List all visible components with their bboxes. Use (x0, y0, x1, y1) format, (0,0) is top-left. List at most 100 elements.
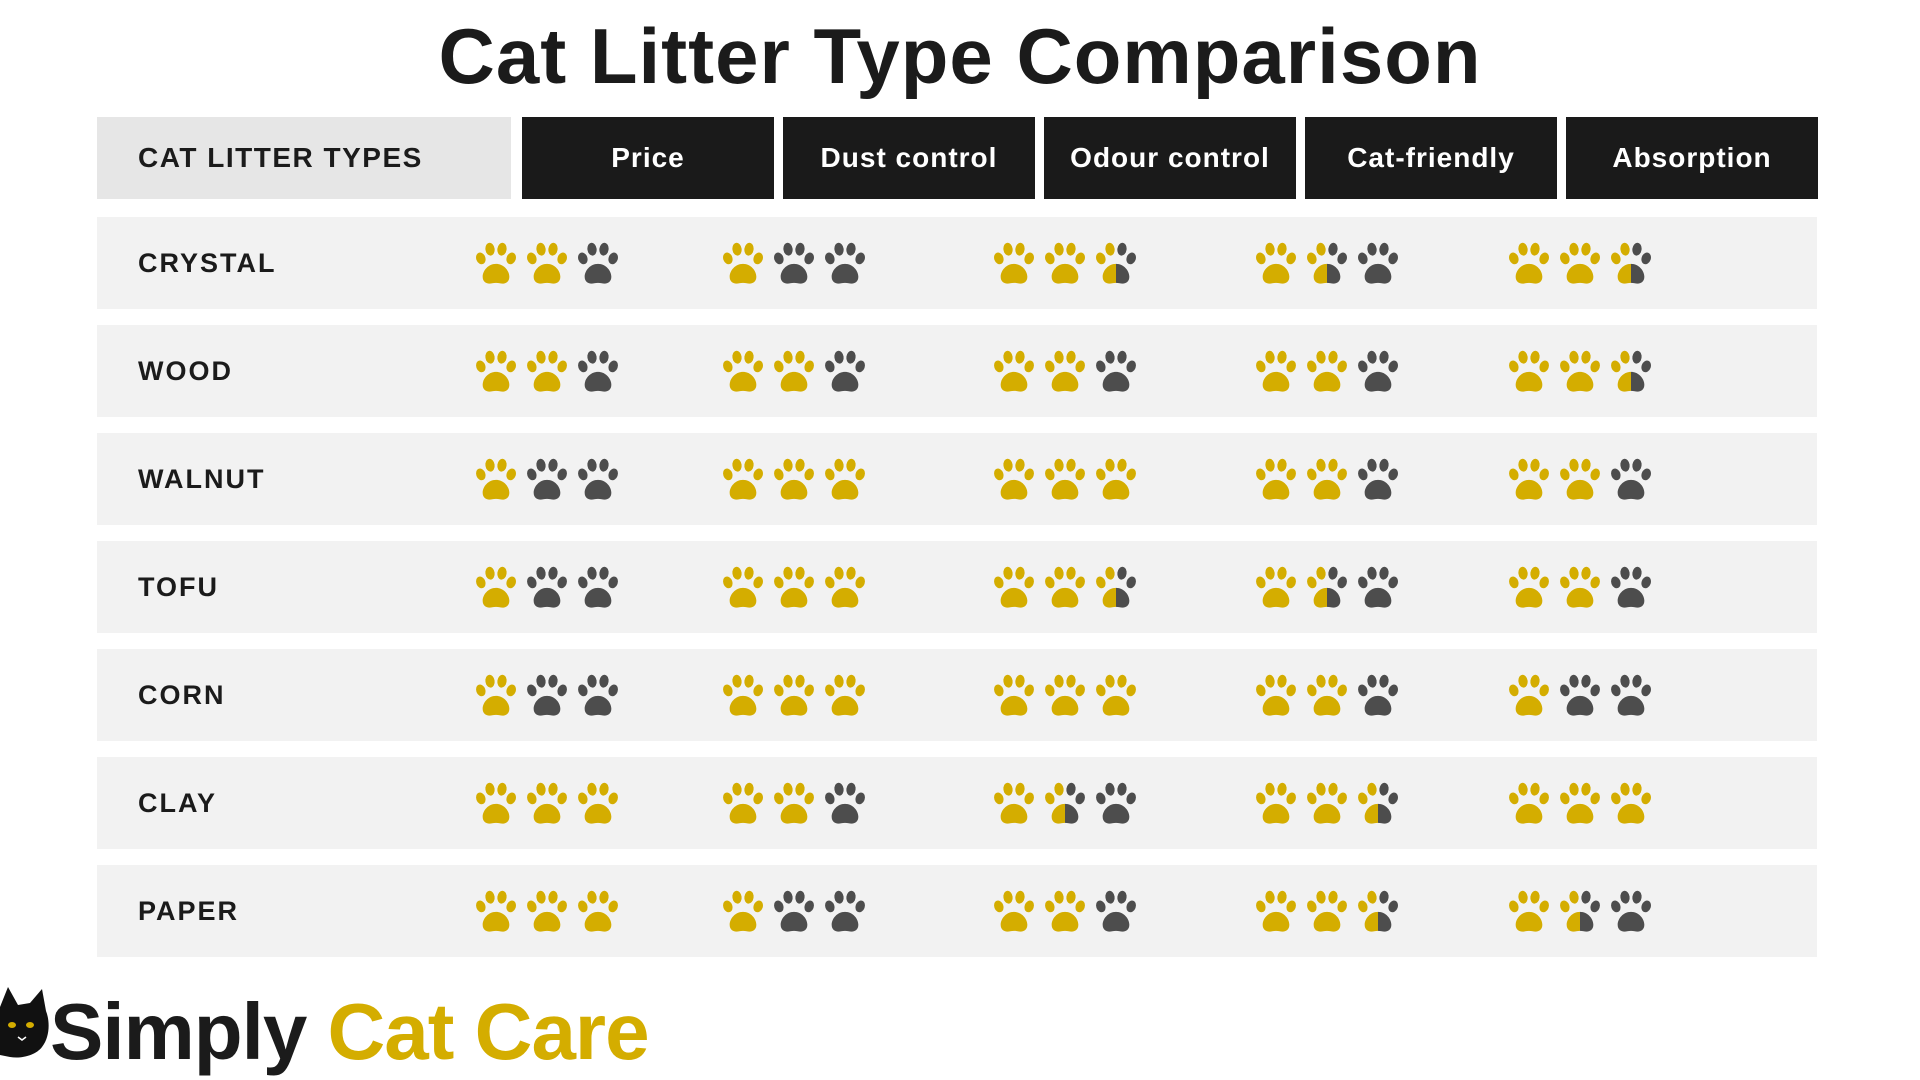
paw-icon (723, 458, 763, 500)
paw-icon (1096, 350, 1136, 392)
paw-icon (1256, 674, 1296, 716)
logo-text-cat-care: Cat Care (327, 987, 650, 1076)
rating-cat-friendly (1252, 757, 1405, 849)
paw-icon (1307, 674, 1347, 716)
page-title: Cat Litter Type Comparison (438, 12, 1482, 100)
paw-icon (1358, 566, 1398, 608)
paw-icon (1096, 674, 1136, 716)
paw-icon (1611, 566, 1651, 608)
paw-icon (1096, 890, 1136, 932)
paw-icon (1560, 566, 1600, 608)
paw-icon (723, 890, 763, 932)
paw-icon (1611, 242, 1651, 284)
paw-icon (825, 890, 865, 932)
paw-icon (527, 782, 567, 824)
paw-icon (476, 890, 516, 932)
paw-icon (994, 566, 1034, 608)
paw-icon (1509, 782, 1549, 824)
paw-icon (1307, 566, 1347, 608)
rating-odour-control (990, 757, 1143, 849)
paw-icon (723, 350, 763, 392)
paw-icon (1611, 782, 1651, 824)
paw-icon (1256, 566, 1296, 608)
logo-text-simply: Simply (50, 987, 328, 1076)
paw-icon (1560, 890, 1600, 932)
table-row: CLAY (97, 757, 1817, 849)
paw-icon (1358, 782, 1398, 824)
rating-absorption (1505, 541, 1658, 633)
rating-price (472, 433, 625, 525)
paw-icon (1256, 782, 1296, 824)
header-cat-litter-types: CAT LITTER TYPES (97, 117, 511, 199)
rating-dust-control (719, 541, 872, 633)
paw-icon (1611, 350, 1651, 392)
paw-icon (1045, 782, 1085, 824)
paw-icon (1045, 242, 1085, 284)
paw-icon (825, 242, 865, 284)
header-odour-control: Odour control (1044, 117, 1296, 199)
paw-icon (1045, 566, 1085, 608)
row-label-crystal: CRYSTAL (138, 247, 277, 278)
rating-price (472, 325, 625, 417)
rating-dust-control (719, 325, 872, 417)
paw-icon (1358, 458, 1398, 500)
rating-absorption (1505, 865, 1658, 957)
table-header: CAT LITTER TYPES Price Dust control Odou… (97, 117, 1818, 199)
rating-cat-friendly (1252, 217, 1405, 309)
rating-odour-control (990, 865, 1143, 957)
rating-cat-friendly (1252, 541, 1405, 633)
paw-icon (994, 890, 1034, 932)
paw-icon (476, 674, 516, 716)
rating-price (472, 757, 625, 849)
rating-dust-control (719, 433, 872, 525)
rating-price (472, 865, 625, 957)
table-row: TOFU (97, 541, 1817, 633)
rating-absorption (1505, 217, 1658, 309)
paw-icon (1560, 782, 1600, 824)
paw-icon (578, 350, 618, 392)
paw-icon (1509, 350, 1549, 392)
rating-cat-friendly (1252, 649, 1405, 741)
paw-icon (1358, 890, 1398, 932)
paw-icon (1358, 350, 1398, 392)
rating-odour-control (990, 325, 1143, 417)
paw-icon (723, 674, 763, 716)
paw-icon (1358, 242, 1398, 284)
paw-icon (476, 350, 516, 392)
paw-icon (774, 566, 814, 608)
paw-icon (1096, 782, 1136, 824)
row-label-wood: WOOD (138, 355, 233, 386)
paw-icon (994, 782, 1034, 824)
row-label-walnut: WALNUT (138, 463, 266, 494)
rating-price (472, 217, 625, 309)
paw-icon (578, 458, 618, 500)
paw-icon (1560, 350, 1600, 392)
paw-icon (1045, 458, 1085, 500)
paw-icon (1307, 782, 1347, 824)
table-row: PAPER (97, 865, 1817, 957)
paw-icon (1256, 350, 1296, 392)
paw-icon (527, 242, 567, 284)
paw-icon (1096, 458, 1136, 500)
paw-icon (774, 782, 814, 824)
rating-odour-control (990, 217, 1143, 309)
paw-icon (578, 890, 618, 932)
paw-icon (994, 458, 1034, 500)
rating-price (472, 649, 625, 741)
row-label-paper: PAPER (138, 895, 240, 926)
header-dust-control: Dust control (783, 117, 1035, 199)
paw-icon (1307, 458, 1347, 500)
paw-icon (1045, 350, 1085, 392)
header-cat-friendly: Cat-friendly (1305, 117, 1557, 199)
paw-icon (774, 674, 814, 716)
rating-odour-control (990, 541, 1143, 633)
paw-icon (578, 566, 618, 608)
rating-cat-friendly (1252, 325, 1405, 417)
rating-absorption (1505, 757, 1658, 849)
paw-icon (825, 674, 865, 716)
paw-icon (476, 566, 516, 608)
paw-icon (1096, 242, 1136, 284)
paw-icon (1509, 566, 1549, 608)
paw-icon (1611, 458, 1651, 500)
paw-icon (527, 458, 567, 500)
